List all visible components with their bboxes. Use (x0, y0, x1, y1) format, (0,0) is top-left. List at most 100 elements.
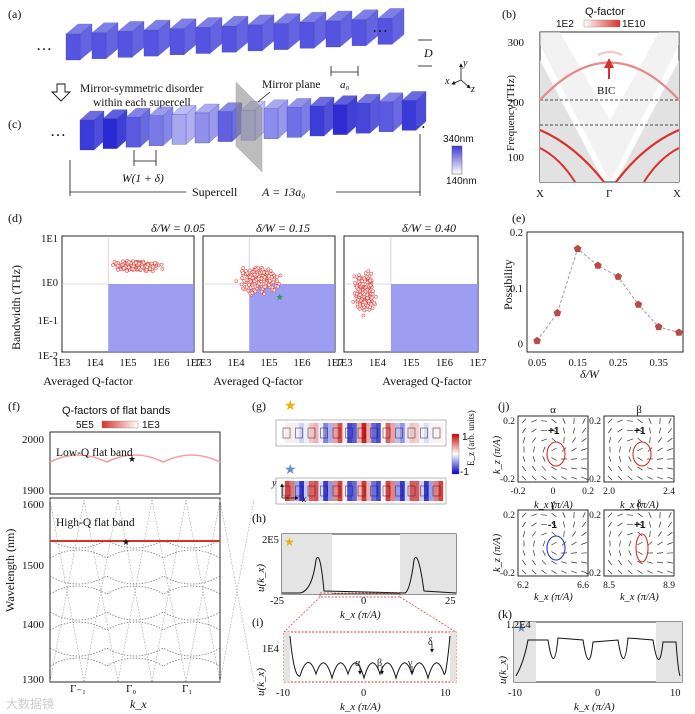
polarization-dash (658, 437, 662, 443)
d-xtick: 1E3 (195, 358, 212, 369)
supercell-bar (309, 96, 335, 137)
scatter-point (364, 274, 369, 279)
scatter-point (248, 275, 252, 279)
polarization-dash (627, 466, 633, 471)
ez-cbar-min: -1 (460, 467, 469, 478)
d-xtick: 1E4 (228, 358, 246, 369)
scatter-point (250, 291, 255, 295)
scatter-point (247, 283, 251, 287)
scatter-point (241, 286, 245, 291)
polarization-dash (531, 475, 537, 481)
f-top-frame (49, 431, 221, 495)
scatter-point (252, 279, 257, 284)
e-ytick: 0.1 (510, 284, 523, 295)
polarization-dash (658, 521, 662, 528)
scatter-point (268, 278, 272, 283)
h-xtick-3: 25 (445, 596, 456, 607)
polarization-dash (617, 428, 623, 433)
polarization-dash (572, 531, 576, 537)
polarization-dash (542, 456, 546, 462)
polarization-dash (581, 531, 587, 537)
scatter-point (358, 292, 363, 297)
polarization-dash (618, 465, 622, 472)
polarization-dash (541, 569, 547, 575)
vortex-panel: +1 δ 0.2 -0.28.5 8.9 (586, 498, 675, 591)
bandwidth-scatter-panels: ★ (61, 235, 479, 353)
flat-band-diagram: ★★ (49, 431, 255, 683)
h-shade-right (400, 534, 456, 594)
panel-label-e: (e) (512, 211, 525, 225)
j-ytick: -0.2 (586, 475, 601, 485)
polarization-dash (617, 522, 623, 527)
scatter-point (367, 299, 371, 304)
f-xtick-1: Γ₋₁ (70, 683, 86, 695)
polarization-dash (667, 521, 673, 528)
d-ytick-1: 1E1 (41, 234, 58, 245)
mirror-plane-label: Mirror plane (262, 79, 320, 91)
band-diagram (539, 31, 680, 183)
h-curve (282, 556, 457, 594)
polarization-dash (570, 552, 578, 554)
star-icon-high-q: ★ (284, 397, 297, 413)
down-arrow-icon (50, 83, 72, 102)
scatter-point (241, 266, 246, 270)
scatter-point (368, 283, 373, 288)
dispersive-band (49, 657, 221, 667)
scatter-point (239, 282, 244, 287)
polarization-dash (532, 550, 536, 556)
j-xtick: 8.9 (663, 581, 675, 591)
ellipsis-right-a: … (372, 19, 388, 36)
vortex-title: γ (550, 498, 556, 510)
panel-label-d: (d) (8, 211, 22, 225)
polarization-dash (581, 570, 587, 574)
h-distribution-chart (281, 533, 457, 633)
field-profiles (275, 419, 447, 505)
e-ylabel: Possibility (501, 259, 515, 310)
scatter-point (126, 265, 131, 270)
vortex-panel: +1 α 0.2 -0.2 -0.2 0 0.2 (500, 404, 594, 497)
d-xlabel-1: Averaged Q-factor (43, 374, 132, 388)
polarization-dash (656, 561, 664, 564)
j-ylabel-2: k_z (π/A) (492, 533, 503, 572)
f-ytick-1500: 1500 (22, 560, 45, 572)
polarization-dash (581, 542, 587, 545)
polarization-dash (647, 467, 653, 470)
polarization-dash (637, 512, 643, 518)
scatter-point (116, 263, 120, 268)
dispersive-band (117, 499, 153, 683)
supercell-bar (355, 93, 381, 134)
polarization-dash (551, 457, 557, 461)
polarization-dash (617, 569, 623, 575)
topological-charge: +1 (634, 520, 646, 531)
polarization-dash (607, 418, 613, 424)
polarization-dash (628, 456, 632, 462)
b-ytick-300: 300 (508, 37, 525, 49)
i-ylabel: u(k_x) (255, 668, 267, 696)
scatter-point (362, 276, 366, 281)
scatter-point (361, 313, 366, 318)
polarization-dash (637, 457, 643, 461)
scatter-point (149, 261, 154, 266)
vortex-contour (635, 533, 649, 563)
polarization-dash (563, 436, 565, 444)
disorder-note: Mirror-symmetric disorder within each sup… (80, 83, 204, 109)
k-xtick-1: -10 (508, 688, 522, 699)
d-xtick: 1E7 (186, 358, 203, 369)
scatter-panel (61, 235, 195, 353)
target-region (108, 284, 194, 352)
e-data-point (533, 336, 541, 345)
qfactor-scale-max: 1E10 (622, 19, 646, 30)
f-ytick-1600: 1600 (22, 499, 45, 511)
h-xlabel: k_x (π/A) (340, 609, 381, 621)
polarization-dash (522, 521, 526, 528)
e-frame (526, 231, 684, 353)
h-xtick-1: -25 (270, 596, 284, 607)
scatter-point (371, 289, 375, 294)
dispersive-band (185, 499, 221, 683)
polarization-dash (541, 560, 547, 565)
scatter-point (360, 282, 365, 286)
polarization-dash (551, 466, 557, 471)
polarization-dash (522, 427, 526, 434)
grating-bar (117, 21, 145, 58)
